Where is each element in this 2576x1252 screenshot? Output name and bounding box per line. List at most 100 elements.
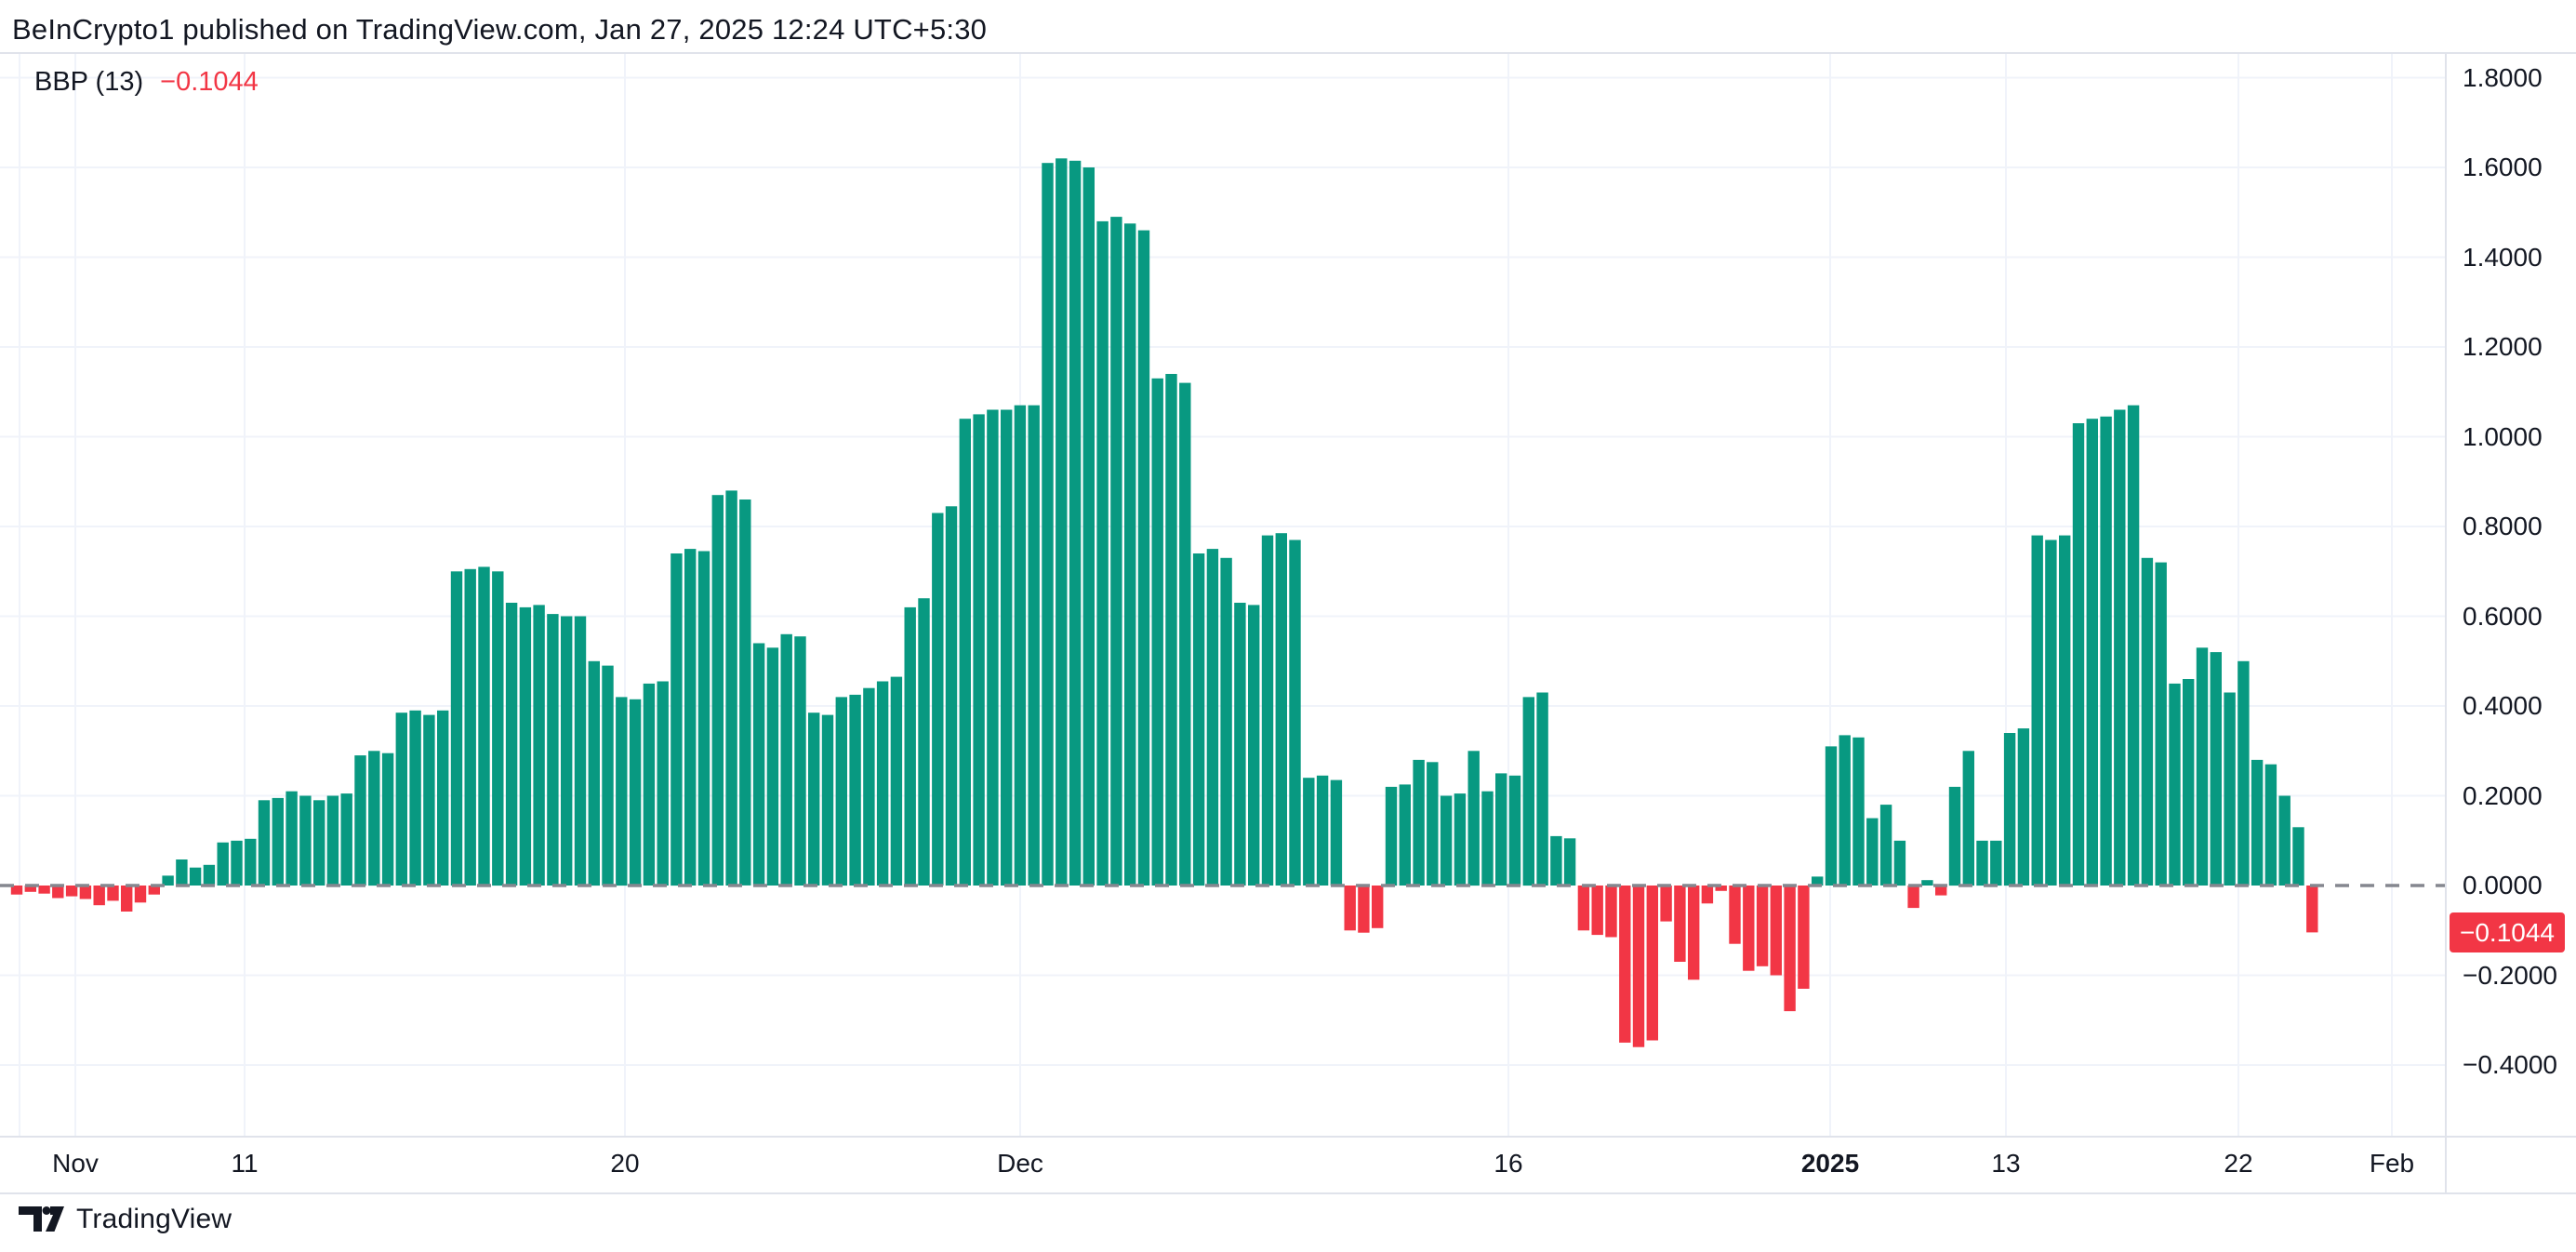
histogram-bar bbox=[1344, 886, 1356, 931]
time-axis-label: Nov bbox=[52, 1149, 99, 1178]
histogram-bar bbox=[1481, 791, 1494, 886]
histogram-bar bbox=[65, 886, 78, 897]
histogram-bar bbox=[973, 414, 985, 886]
tradingview-logo-icon bbox=[19, 1206, 64, 1232]
histogram-bar bbox=[299, 795, 312, 886]
histogram-bar bbox=[272, 797, 284, 886]
histogram-bar bbox=[245, 838, 257, 886]
histogram-bar bbox=[2210, 652, 2222, 886]
histogram-bar bbox=[395, 713, 407, 886]
histogram-bar bbox=[918, 598, 930, 886]
histogram-bar bbox=[93, 886, 105, 906]
histogram-bar bbox=[1632, 886, 1645, 1047]
histogram-bar bbox=[794, 636, 806, 886]
histogram-bar bbox=[1962, 751, 1974, 886]
histogram-bar bbox=[1110, 217, 1122, 886]
histogram-bar bbox=[863, 687, 875, 886]
histogram-bar bbox=[1935, 886, 1947, 896]
histogram-bar bbox=[1330, 779, 1343, 886]
histogram-bar bbox=[2251, 759, 2264, 886]
histogram-bar bbox=[697, 551, 710, 886]
histogram-bar bbox=[2003, 733, 2016, 886]
histogram-bar bbox=[1467, 751, 1480, 886]
histogram-bar bbox=[231, 840, 243, 886]
histogram-bar bbox=[2141, 557, 2154, 886]
last-value-badge: −0.1044 bbox=[2450, 912, 2565, 952]
histogram-bar bbox=[2086, 419, 2098, 886]
histogram-bar bbox=[1234, 603, 1246, 886]
histogram-bar bbox=[1879, 805, 1892, 886]
histogram-bar bbox=[478, 566, 490, 886]
histogram-bar bbox=[121, 886, 133, 912]
histogram-bar bbox=[1893, 840, 1906, 886]
histogram-bar bbox=[1192, 553, 1205, 886]
histogram-bar bbox=[629, 699, 642, 886]
histogram-bar bbox=[2059, 535, 2071, 886]
histogram-bar bbox=[258, 800, 271, 886]
page-title: BeInCrypto1 published on TradingView.com… bbox=[12, 13, 988, 46]
price-axis-label: 1.2000 bbox=[2463, 332, 2543, 361]
time-axis-label: Dec bbox=[997, 1149, 1043, 1178]
histogram-bar bbox=[1082, 167, 1095, 886]
histogram-bar bbox=[2031, 535, 2043, 886]
footer-attribution[interactable]: TradingView bbox=[19, 1204, 232, 1235]
histogram-bar bbox=[1770, 886, 1782, 976]
histogram-bar bbox=[203, 864, 216, 886]
histogram-bar bbox=[2072, 423, 2085, 886]
histogram-bar bbox=[1096, 220, 1109, 886]
histogram-bar bbox=[1069, 160, 1082, 886]
histogram-bar bbox=[1784, 886, 1796, 1012]
histogram-bar bbox=[1056, 158, 1068, 886]
histogram-bar bbox=[602, 665, 614, 886]
histogram-bar bbox=[1619, 886, 1631, 1043]
histogram-bar bbox=[1536, 692, 1548, 886]
histogram-bar bbox=[505, 603, 518, 886]
histogram-bar bbox=[1358, 886, 1370, 933]
histogram-bar bbox=[2306, 886, 2318, 933]
histogram-bar bbox=[1701, 886, 1714, 904]
histogram-bar bbox=[1688, 886, 1700, 980]
histogram-bar bbox=[2127, 405, 2140, 886]
histogram-bar bbox=[1137, 230, 1150, 886]
histogram-bar bbox=[1206, 549, 1219, 886]
histogram-bar bbox=[2045, 539, 2057, 886]
histogram-bar bbox=[1303, 778, 1315, 886]
histogram-bar bbox=[1756, 886, 1769, 966]
histogram-bar bbox=[24, 886, 36, 892]
histogram-bar bbox=[1646, 886, 1658, 1041]
histogram-bar bbox=[2292, 827, 2304, 886]
histogram-bar bbox=[107, 886, 119, 901]
histogram-bar bbox=[1165, 374, 1177, 886]
indicator-legend[interactable]: BBP (13) −0.1044 bbox=[34, 67, 259, 98]
histogram-bar bbox=[1866, 818, 1879, 886]
histogram-bar bbox=[932, 513, 944, 886]
price-axis-label: 0.6000 bbox=[2463, 601, 2543, 631]
histogram-bar bbox=[671, 553, 683, 886]
histogram-bar bbox=[1454, 793, 1467, 886]
price-axis-label: 0.4000 bbox=[2463, 691, 2543, 720]
histogram-bar bbox=[10, 886, 23, 895]
histogram-bar bbox=[492, 571, 504, 886]
histogram-bar bbox=[1660, 886, 1672, 922]
histogram-bar bbox=[1248, 605, 1260, 886]
histogram-bar bbox=[561, 616, 573, 886]
time-axis-label: 16 bbox=[1494, 1149, 1523, 1178]
indicator-value: −0.1044 bbox=[160, 67, 259, 97]
histogram-bar bbox=[162, 875, 174, 886]
histogram-bar bbox=[1413, 759, 1425, 886]
histogram-bar bbox=[2264, 764, 2277, 886]
histogram-bar bbox=[1976, 840, 1988, 886]
histogram-bar bbox=[1729, 886, 1741, 944]
histogram-bar bbox=[2169, 683, 2181, 886]
histogram-bar bbox=[876, 681, 889, 886]
histogram-bar bbox=[1372, 886, 1384, 928]
histogram-bar bbox=[189, 867, 202, 886]
price-axis-label: 0.0000 bbox=[2463, 871, 2543, 899]
histogram-bar bbox=[1674, 886, 1686, 962]
histogram-bar bbox=[643, 683, 656, 886]
histogram-bar bbox=[1990, 840, 2002, 886]
histogram-bar bbox=[533, 605, 545, 886]
histogram-bar bbox=[1948, 786, 1961, 886]
histogram-bar bbox=[79, 886, 92, 899]
